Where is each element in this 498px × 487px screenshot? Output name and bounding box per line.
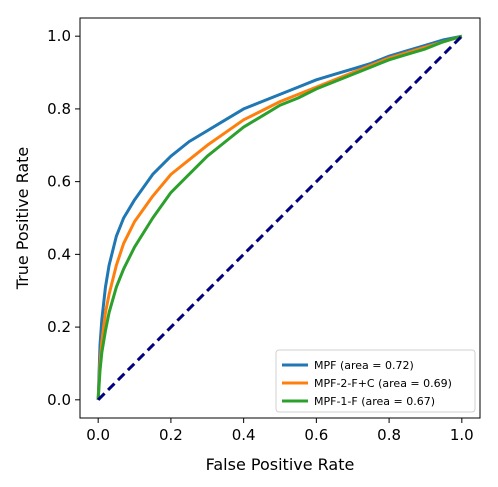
series-line-0 <box>96 34 463 400</box>
x-axis-ticks: 0.0 0.2 0.4 0.6 0.8 1.0 <box>86 418 474 444</box>
legend-box <box>275 349 476 413</box>
legend-label-2: MPF-1-F (area = 0.67) <box>314 395 435 408</box>
legend-label-1: MPF-2-F+C (area = 0.69) <box>314 377 452 390</box>
y-tick-label: 0.6 <box>47 173 71 191</box>
x-tick-label: 1.0 <box>450 426 474 444</box>
x-tick-label: 0.0 <box>86 426 110 444</box>
y-axis-label: True Positive Rate <box>13 147 32 291</box>
x-tick-label: 0.4 <box>232 426 256 444</box>
legend-label-0: MPF (area = 0.72) <box>314 359 414 372</box>
y-tick-label: 0.8 <box>47 100 71 118</box>
series-layer <box>96 34 463 401</box>
y-axis-ticks: 0.0 0.2 0.4 0.6 0.8 1.0 <box>47 27 80 409</box>
x-tick-label: 0.6 <box>304 426 328 444</box>
y-tick-label: 0.4 <box>47 245 71 263</box>
x-axis-label: False Positive Rate <box>206 455 355 474</box>
legend-items: MPF (area = 0.72) MPF-2-F+C (area = 0.69)… <box>282 359 452 408</box>
legend: MPF (area = 0.72) MPF-2-F+C (area = 0.69)… <box>275 349 476 413</box>
x-tick-label: 0.2 <box>159 426 183 444</box>
y-tick-label: 0.0 <box>47 391 71 409</box>
series-line-2 <box>96 34 463 400</box>
chance-diagonal-line <box>97 35 463 401</box>
plot-frame <box>79 17 481 419</box>
series-line-1 <box>96 34 463 400</box>
y-tick-label: 1.0 <box>47 27 71 45</box>
x-tick-label: 0.8 <box>377 426 401 444</box>
y-tick-label: 0.2 <box>47 318 71 336</box>
